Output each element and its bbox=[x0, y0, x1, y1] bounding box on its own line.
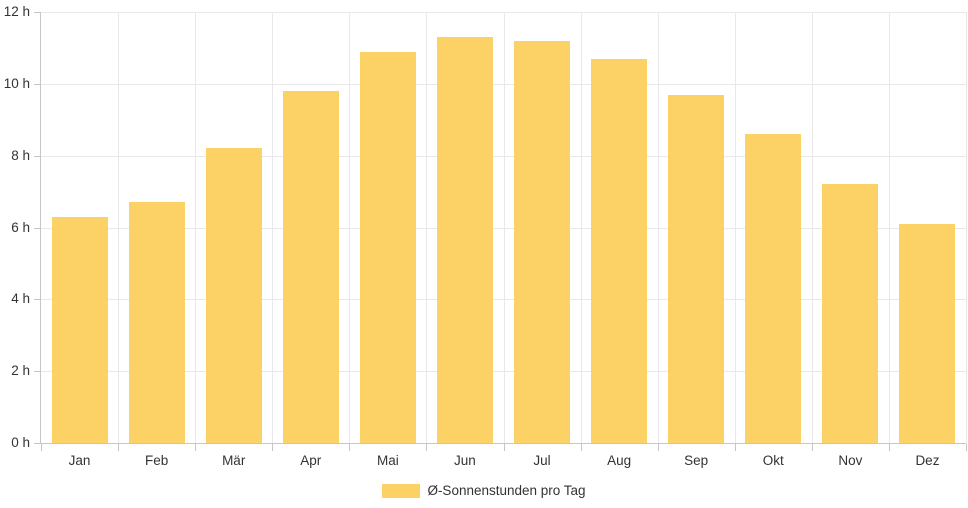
bar-jul[interactable] bbox=[514, 40, 571, 443]
x-axis-label-aug: Aug bbox=[607, 453, 632, 468]
bar-jun[interactable] bbox=[436, 37, 493, 443]
x-axis-tick-3 bbox=[272, 444, 274, 451]
x-axis-tick-9 bbox=[734, 444, 736, 451]
x-axis-tick-6 bbox=[503, 444, 505, 451]
x-axis-label-okt: Okt bbox=[762, 453, 784, 468]
bar-okt[interactable] bbox=[745, 134, 802, 443]
bar-apr[interactable] bbox=[282, 91, 339, 443]
bar-nov[interactable] bbox=[822, 184, 879, 443]
x-axis-tick-10 bbox=[811, 444, 813, 451]
bar-dez[interactable] bbox=[899, 223, 956, 443]
x-axis-tick-7 bbox=[580, 444, 582, 451]
y-axis-label-10h: 10 h bbox=[3, 75, 30, 91]
legend-swatch bbox=[382, 484, 421, 498]
x-axis-label-mär: Mär bbox=[222, 453, 246, 468]
x-axis-label-jul: Jul bbox=[533, 453, 551, 468]
x-axis-tick-5 bbox=[426, 444, 428, 451]
y-axis-tick-0h bbox=[34, 443, 41, 444]
bar-mai[interactable] bbox=[359, 51, 416, 443]
x-axis-tick-8 bbox=[657, 444, 659, 451]
bar-feb[interactable] bbox=[128, 202, 185, 443]
y-axis-label-0h: 0 h bbox=[11, 435, 30, 450]
x-axis-label-sep: Sep bbox=[684, 453, 709, 468]
v-gridline-12 bbox=[966, 12, 967, 443]
y-axis-tick-4h bbox=[34, 299, 41, 301]
bar-mär[interactable] bbox=[205, 148, 262, 443]
x-axis-label-jun: Jun bbox=[454, 453, 476, 468]
legend: Ø-Sonnenstunden pro Tag bbox=[0, 483, 968, 499]
legend-item-sun-hours[interactable]: Ø-Sonnenstunden pro Tag bbox=[382, 483, 586, 499]
y-axis-tick-6h bbox=[34, 227, 41, 229]
bar-jan[interactable] bbox=[51, 216, 108, 443]
y-axis-label-2h: 2 h bbox=[11, 363, 30, 379]
x-axis-label-apr: Apr bbox=[300, 453, 322, 468]
y-axis-label-8h: 8 h bbox=[11, 147, 30, 163]
bar-sep[interactable] bbox=[668, 94, 725, 443]
y-axis-tick-12h bbox=[34, 12, 41, 13]
x-axis-label-nov: Nov bbox=[838, 453, 863, 468]
legend-label: Ø-Sonnenstunden pro Tag bbox=[427, 483, 586, 498]
y-axis-tick-2h bbox=[34, 371, 41, 373]
y-axis-label-4h: 4 h bbox=[11, 291, 30, 307]
x-axis-tick-1 bbox=[118, 444, 120, 451]
x-axis-tick-4 bbox=[349, 444, 351, 451]
y-axis-label-12h: 12 h bbox=[3, 4, 30, 19]
x-axis-label-mai: Mai bbox=[376, 453, 399, 468]
y-axis-tick-10h bbox=[34, 83, 41, 85]
x-axis-label-jan: Jan bbox=[68, 453, 91, 468]
x-axis-label-feb: Feb bbox=[144, 453, 169, 468]
y-axis-label-6h: 6 h bbox=[11, 219, 30, 235]
y-axis-tick-8h bbox=[34, 155, 41, 157]
x-axis-label-dez: Dez bbox=[915, 453, 940, 468]
x-axis-tick-11 bbox=[888, 444, 890, 451]
x-axis-tick-12 bbox=[966, 444, 967, 451]
bar-aug[interactable] bbox=[591, 58, 648, 443]
x-axis-tick-2 bbox=[195, 444, 197, 451]
x-axis-tick-0 bbox=[41, 444, 42, 451]
